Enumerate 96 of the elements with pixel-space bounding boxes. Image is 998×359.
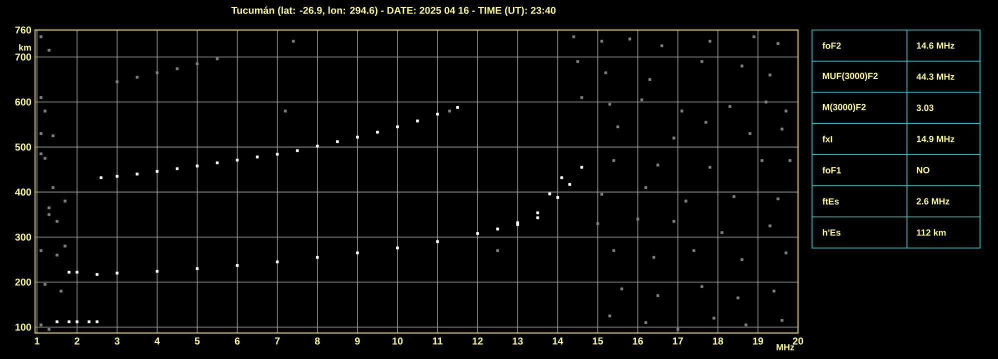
point xyxy=(536,211,540,214)
x-tick-label: 18 xyxy=(712,338,724,345)
point xyxy=(156,270,159,273)
y-tick-label: 600 xyxy=(15,98,32,106)
y-tick-label: 500 xyxy=(15,144,32,151)
x-tick-label: 6 xyxy=(234,338,240,345)
point xyxy=(236,158,239,162)
text: 2.6 MHz xyxy=(916,198,950,204)
y-tick-label: 400 xyxy=(15,188,32,196)
point xyxy=(116,272,119,275)
text: NO xyxy=(916,166,930,174)
point xyxy=(116,80,119,84)
point xyxy=(156,170,159,173)
text: M(3000)F2 xyxy=(822,104,866,112)
point xyxy=(196,164,199,168)
text: h'Es xyxy=(822,229,840,236)
point xyxy=(316,256,319,259)
x-tick-label: 15 xyxy=(592,338,604,344)
x-tick-label: 17 xyxy=(672,338,683,344)
point xyxy=(56,320,58,324)
text: fxI xyxy=(822,136,832,142)
point xyxy=(276,260,279,264)
y-tick-label: 300 xyxy=(15,234,32,241)
point xyxy=(176,67,179,70)
point xyxy=(76,270,78,274)
point xyxy=(436,240,439,243)
text: 44.3 MHz xyxy=(916,74,954,80)
point xyxy=(496,228,500,230)
point xyxy=(568,183,572,186)
x-tick-label: 3 xyxy=(114,338,120,345)
x-tick-label: 5 xyxy=(194,338,200,344)
point xyxy=(316,144,319,148)
point xyxy=(96,273,98,276)
text: 112 km xyxy=(916,229,946,236)
point xyxy=(276,152,279,156)
point xyxy=(176,167,179,170)
x-tick-label: 14 xyxy=(552,338,564,344)
point xyxy=(376,130,379,134)
point xyxy=(88,320,90,324)
point xyxy=(356,251,359,254)
point xyxy=(476,232,479,235)
chart-title: Tucumán (lat: -26.9, lon: 294.6) - DATE: 2025 04 16 - TIME (UT): 23:40 xyxy=(231,6,556,16)
point xyxy=(96,320,98,324)
point xyxy=(216,57,219,60)
text: 14.9 MHz xyxy=(916,136,954,142)
point xyxy=(556,196,560,199)
y-axis-title: km xyxy=(19,44,31,51)
point xyxy=(436,112,439,116)
x-tick-label: 2 xyxy=(74,338,80,344)
point xyxy=(336,140,339,144)
point xyxy=(156,71,159,74)
x-tick-label: 10 xyxy=(392,338,403,345)
point xyxy=(136,76,139,79)
y-tick-label: 760 xyxy=(15,26,32,34)
text: MUF(3000)F2 xyxy=(822,72,878,81)
y-tick-label: 100 xyxy=(15,324,32,331)
point xyxy=(560,176,564,180)
point xyxy=(548,192,552,196)
y-tick-label: 200 xyxy=(15,278,32,286)
x-tick-label: 12 xyxy=(472,338,483,344)
text: 14.6 MHz xyxy=(916,42,954,49)
point xyxy=(396,125,399,128)
point xyxy=(580,166,584,169)
point xyxy=(416,120,419,122)
point xyxy=(456,106,459,109)
x-tick-label: 1 xyxy=(34,338,40,344)
point xyxy=(216,161,219,164)
x-tick-label: 4 xyxy=(154,338,160,344)
y-tick-label: 700 xyxy=(15,53,32,61)
x-tick-label: 9 xyxy=(355,338,360,345)
x-tick-label: 19 xyxy=(753,338,764,345)
x-tick-label: 16 xyxy=(632,338,643,345)
point xyxy=(296,149,299,152)
point xyxy=(396,246,399,250)
point xyxy=(256,156,259,158)
text: ftEs xyxy=(822,198,839,205)
point xyxy=(76,320,78,324)
x-tick-label: 13 xyxy=(512,338,523,345)
x-axis-title: MHz xyxy=(776,344,794,350)
point xyxy=(196,267,199,270)
point xyxy=(100,176,102,180)
text: foF1 xyxy=(822,166,841,174)
x-tick-label: 8 xyxy=(314,338,320,345)
point xyxy=(68,320,70,324)
x-tick-label: 20 xyxy=(792,338,804,345)
text: 3.03 xyxy=(916,104,934,112)
point xyxy=(356,136,359,139)
x-tick-label: 11 xyxy=(432,338,443,344)
point xyxy=(536,216,540,220)
point xyxy=(196,62,199,66)
x-tick-label: 7 xyxy=(274,338,280,344)
text: foF2 xyxy=(822,42,841,49)
point xyxy=(68,270,70,274)
point xyxy=(136,172,139,176)
point xyxy=(116,174,119,178)
point xyxy=(236,264,239,267)
